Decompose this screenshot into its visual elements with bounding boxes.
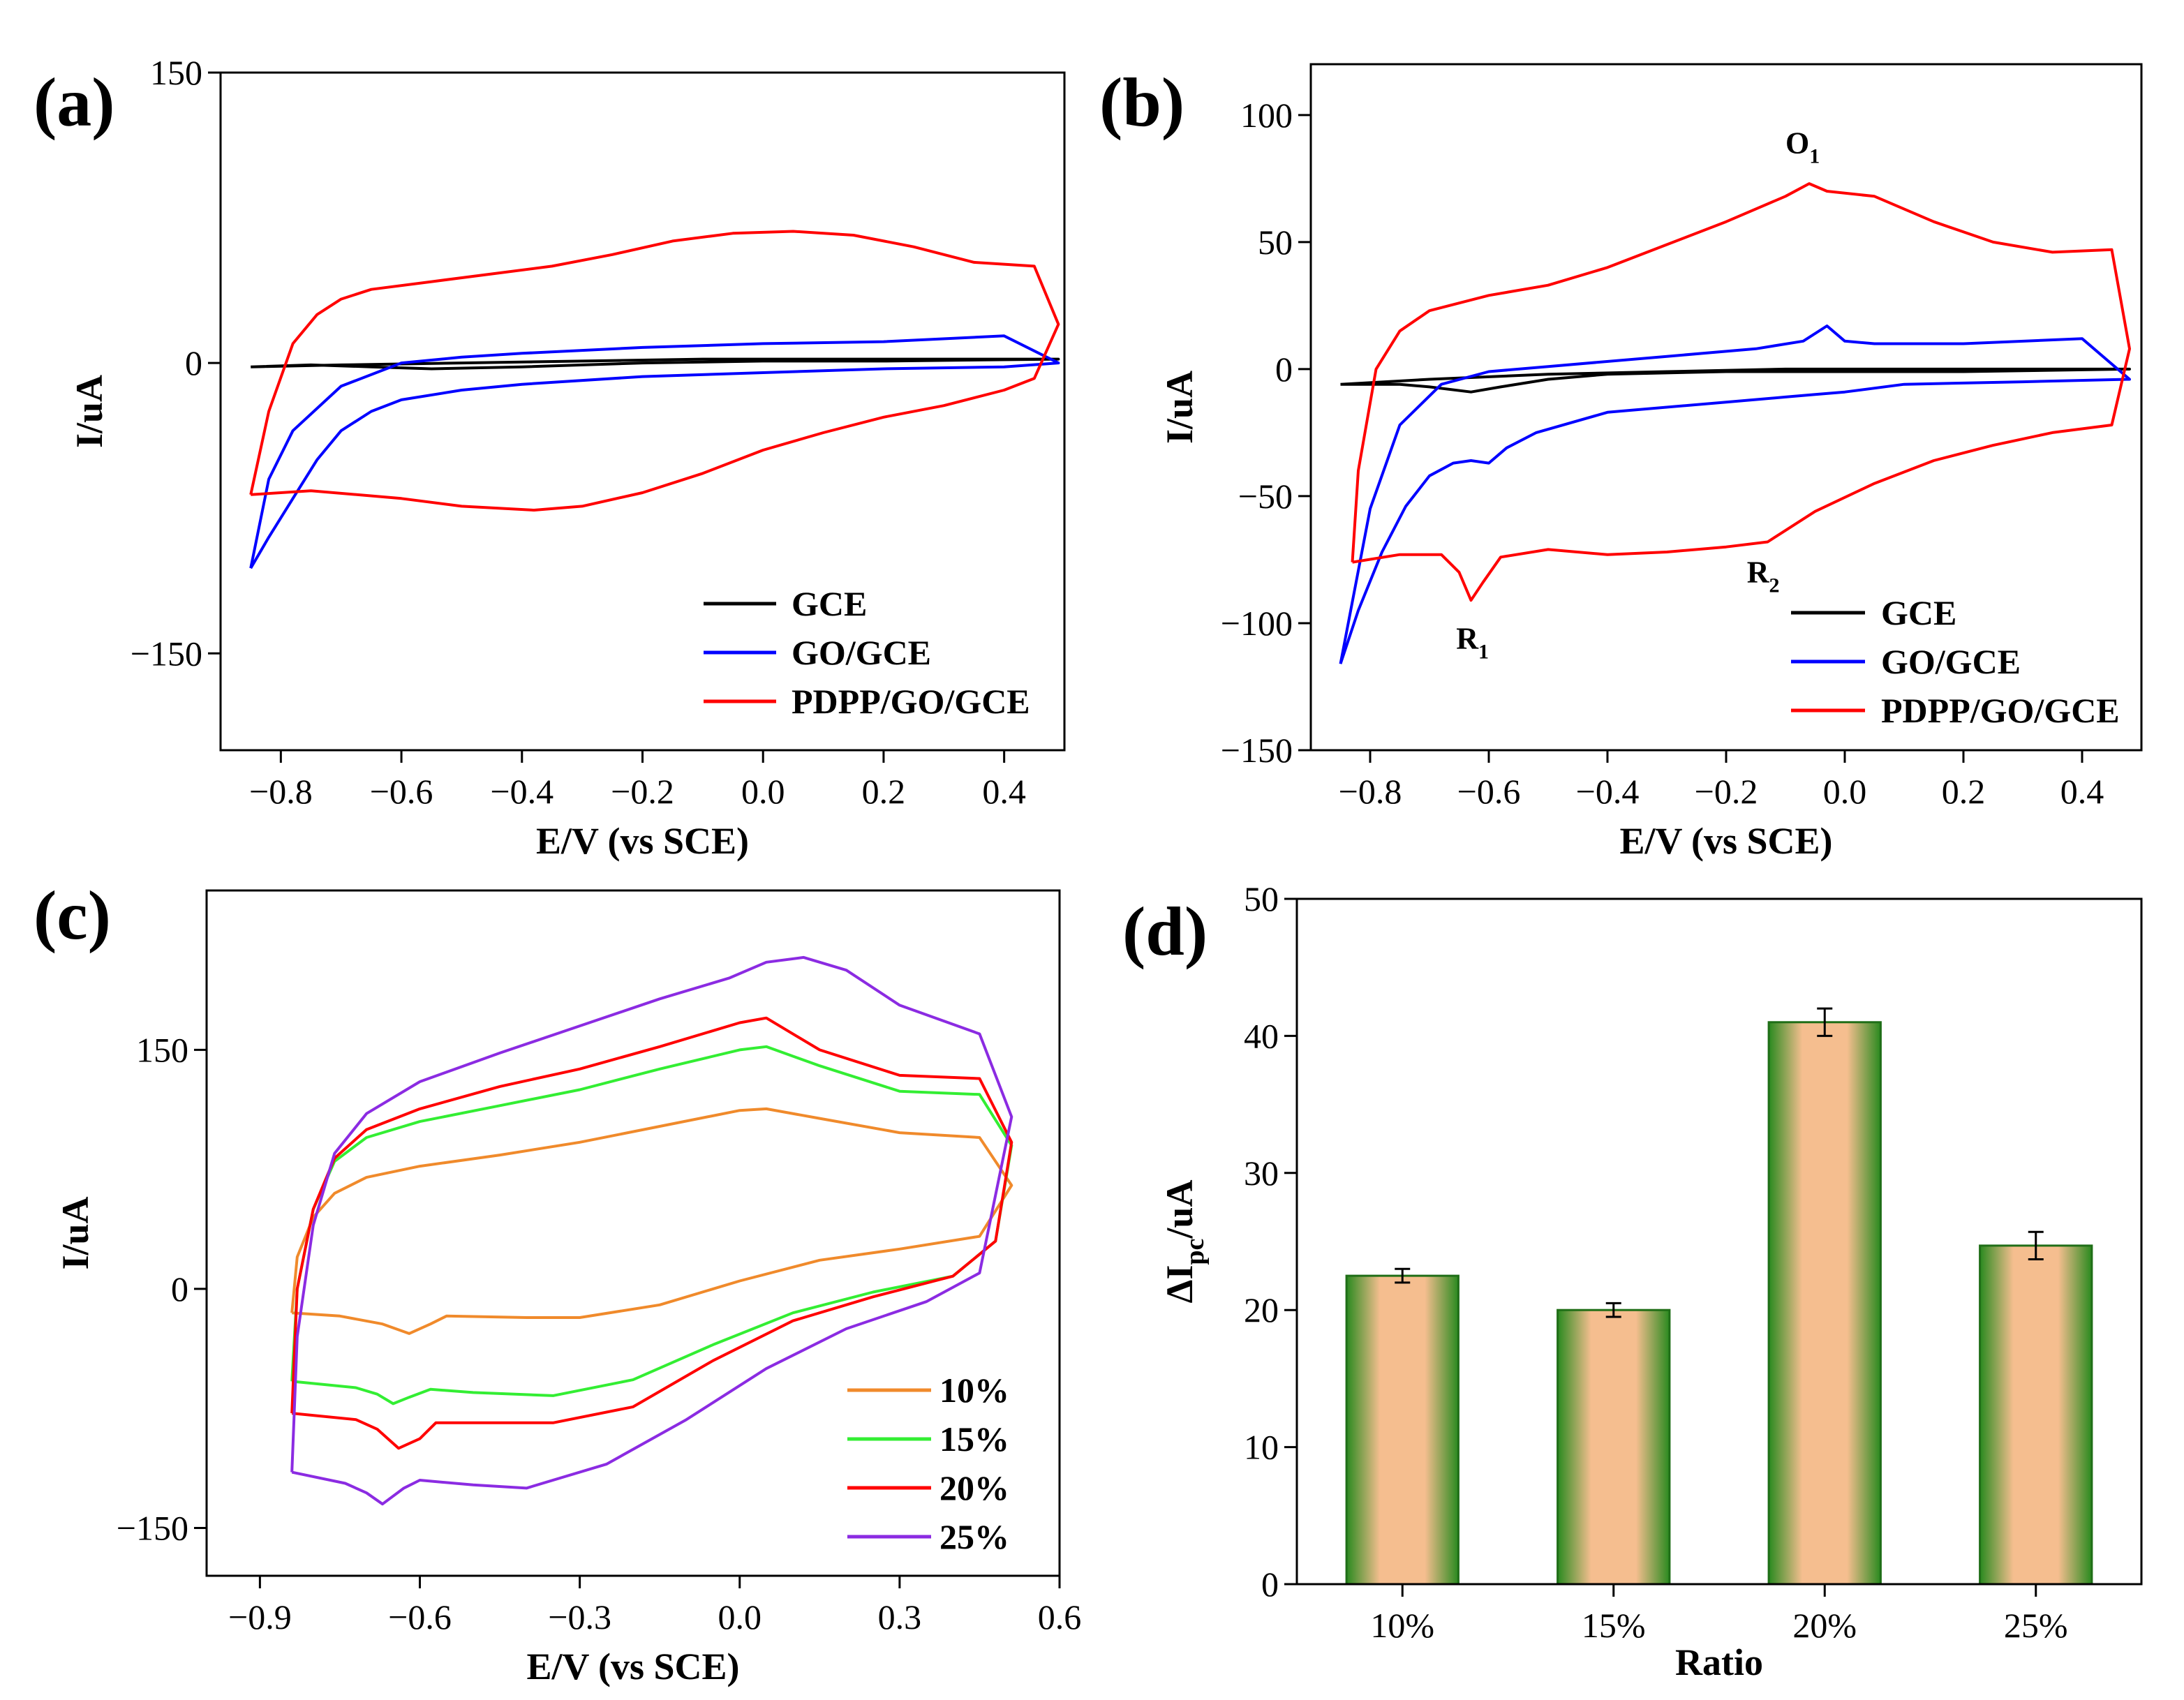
series-line-20% bbox=[290, 1016, 1013, 1450]
x-tick-label: −0.8 bbox=[249, 772, 313, 811]
legend-label: 10% bbox=[939, 1371, 1009, 1410]
y-tick-label: −50 bbox=[1238, 477, 1293, 516]
x-tick-label: 0.2 bbox=[862, 772, 906, 811]
series-line-25% bbox=[290, 955, 1013, 1506]
series-line-GCE bbox=[1340, 367, 2131, 394]
x-tick-label: −0.6 bbox=[1457, 772, 1521, 811]
legend-label: 25% bbox=[939, 1517, 1009, 1556]
x-tick-label: −0.8 bbox=[1339, 772, 1402, 811]
legend-label: 20% bbox=[939, 1468, 1009, 1507]
legend-label: GCE bbox=[792, 584, 867, 623]
y-tick-label: 150 bbox=[150, 53, 202, 92]
bar-25% bbox=[1979, 1244, 2093, 1586]
x-tick-label: −0.2 bbox=[611, 772, 674, 811]
x-tick-label: −0.6 bbox=[370, 772, 433, 811]
x-axis-title: E/V (vs SCE) bbox=[526, 1646, 739, 1687]
panel-d: 10% 15% 20% 25% 0 10 20 30 40 50 Ratio ΔIpc/uA (d) bbox=[1122, 879, 2143, 1683]
series-line-PDPP/GO/GCE bbox=[249, 230, 1060, 512]
bar-20% bbox=[1767, 1021, 1882, 1586]
x-tick-label: −0.3 bbox=[548, 1597, 611, 1636]
x-tick-label: 10% bbox=[1370, 1606, 1434, 1645]
x-tick-label: −0.4 bbox=[490, 772, 554, 811]
series-line-15% bbox=[290, 1045, 1013, 1406]
y-tick-label: −150 bbox=[131, 634, 202, 673]
plot-frame bbox=[1295, 897, 2143, 1586]
plot-frame bbox=[219, 71, 1066, 752]
x-tick-label: 0.4 bbox=[2060, 772, 2104, 811]
bar-15% bbox=[1557, 1308, 1671, 1586]
peak-annotation-main: R bbox=[1747, 556, 1770, 590]
x-tick-label: 0.6 bbox=[1038, 1597, 1082, 1636]
peak-annotation-sub: 1 bbox=[1809, 144, 1820, 167]
y-tick-label: 0 bbox=[171, 1269, 188, 1308]
panel-a: −0.8 −0.6 −0.4 −0.2 0.0 0.2 0.4 −150 0 150 E/V (vs… bbox=[34, 53, 1066, 862]
y-axis-title-sub: pc bbox=[1180, 1239, 1210, 1265]
y-axis-title: I/uA bbox=[1159, 371, 1201, 444]
x-tick-label: 0.0 bbox=[741, 772, 785, 811]
plot-frame bbox=[205, 889, 1061, 1577]
peak-annotation: R1 bbox=[1456, 621, 1489, 663]
legend-label: GO/GCE bbox=[792, 633, 931, 672]
y-tick-label: 100 bbox=[1240, 96, 1293, 135]
y-tick-label: −100 bbox=[1221, 604, 1293, 643]
x-tick-label: 25% bbox=[2004, 1606, 2068, 1645]
panel-label: (b) bbox=[1099, 64, 1184, 141]
panel-c: −0.9 −0.6 −0.3 0.0 0.3 0.6 −150 0 150 E/V (vs SCE… bbox=[34, 877, 1081, 1687]
legend-label: 15% bbox=[939, 1419, 1009, 1459]
series-line-10% bbox=[290, 1107, 1013, 1335]
peak-annotation-sub: 2 bbox=[1769, 574, 1780, 597]
peak-annotation-main: R bbox=[1456, 621, 1479, 655]
y-tick-label: 20 bbox=[1244, 1290, 1279, 1329]
y-tick-label: 40 bbox=[1244, 1016, 1279, 1055]
y-tick-label: 10 bbox=[1244, 1428, 1279, 1467]
panel-b: −0.8 −0.6 −0.4 −0.2 0.0 0.2 0.4 −150 −100 −50 0 50 1… bbox=[1099, 63, 2143, 862]
series-line-GO/GCE bbox=[249, 334, 1060, 569]
peak-annotation: R2 bbox=[1747, 556, 1780, 597]
x-tick-label: −0.4 bbox=[1576, 772, 1640, 811]
panel-label: (a) bbox=[34, 64, 115, 141]
x-axis-title: E/V (vs SCE) bbox=[536, 820, 749, 862]
y-tick-label: 0 bbox=[185, 343, 202, 382]
y-tick-label: 150 bbox=[136, 1030, 188, 1069]
y-axis-title: I/uA bbox=[54, 1196, 96, 1269]
x-tick-label: 20% bbox=[1792, 1606, 1857, 1645]
y-axis-title: ΔIpc/uA bbox=[1159, 1180, 1210, 1304]
series-line-GCE bbox=[251, 357, 1060, 371]
peak-annotation-sub: 1 bbox=[1478, 640, 1489, 663]
y-axis-title: I/uA bbox=[68, 375, 110, 448]
x-tick-label: 0.0 bbox=[718, 1597, 762, 1636]
y-tick-label: −150 bbox=[1221, 731, 1293, 770]
y-axis-title-main: ΔI bbox=[1159, 1265, 1201, 1304]
peak-annotation-main: O bbox=[1785, 126, 1809, 160]
x-axis-title: Ratio bbox=[1675, 1641, 1763, 1683]
legend-label: PDPP/GO/GCE bbox=[792, 682, 1030, 721]
y-tick-label: 30 bbox=[1244, 1154, 1279, 1193]
x-tick-label: 0.0 bbox=[1823, 772, 1867, 811]
bar-10% bbox=[1345, 1274, 1459, 1586]
series-line-PDPP/GO/GCE bbox=[1351, 182, 2131, 602]
x-tick-label: 0.2 bbox=[1942, 772, 1986, 811]
x-tick-label: −0.2 bbox=[1695, 772, 1758, 811]
x-tick-label: 0.3 bbox=[878, 1597, 922, 1636]
panel-label: (c) bbox=[34, 877, 111, 954]
peak-annotation: O1 bbox=[1785, 126, 1820, 167]
series-line-GO/GCE bbox=[1339, 325, 2131, 664]
y-tick-label: 50 bbox=[1244, 879, 1279, 918]
x-tick-label: −0.6 bbox=[388, 1597, 452, 1636]
y-tick-label: 0 bbox=[1275, 350, 1293, 389]
x-tick-label: 15% bbox=[1582, 1606, 1646, 1645]
x-tick-label: −0.9 bbox=[228, 1597, 292, 1636]
legend-label: GO/GCE bbox=[1881, 642, 2021, 681]
y-tick-label: 0 bbox=[1261, 1565, 1279, 1604]
x-axis-title: E/V (vs SCE) bbox=[1619, 820, 1832, 862]
legend-label: PDPP/GO/GCE bbox=[1881, 691, 2120, 730]
y-tick-label: −150 bbox=[117, 1508, 188, 1547]
legend-label: GCE bbox=[1881, 593, 1956, 632]
y-tick-label: 50 bbox=[1258, 223, 1293, 262]
x-tick-label: 0.4 bbox=[982, 772, 1026, 811]
panel-label: (d) bbox=[1122, 893, 1208, 970]
y-axis-title-suffix: /uA bbox=[1159, 1180, 1201, 1239]
